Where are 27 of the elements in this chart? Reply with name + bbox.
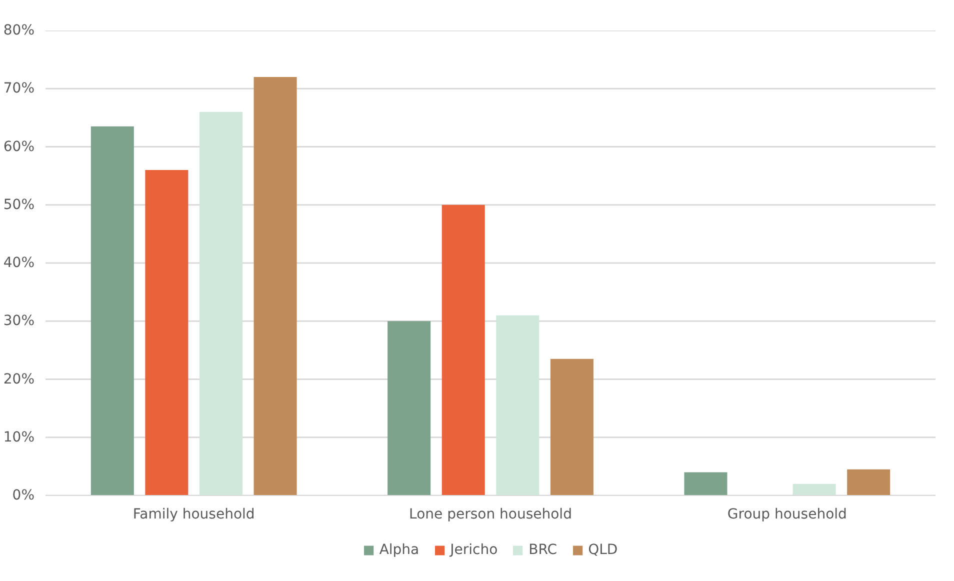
- y-tick-label: 30%: [3, 313, 35, 330]
- bar: [388, 321, 431, 496]
- bar: [254, 77, 297, 496]
- legend-label: Alpha: [379, 542, 420, 558]
- bar: [792, 484, 836, 496]
- legend-label: QLD: [588, 542, 618, 558]
- x-tick-label: Group household: [727, 506, 847, 522]
- y-tick-label: 70%: [3, 80, 35, 97]
- x-tick-label: Family household: [132, 506, 255, 522]
- bar: [684, 472, 728, 496]
- y-tick-label: 10%: [3, 429, 35, 446]
- bar: [496, 315, 540, 496]
- bar: [550, 358, 594, 496]
- bar: [90, 126, 134, 496]
- legend-label: Jericho: [450, 542, 498, 558]
- y-tick-label: 60%: [3, 138, 35, 155]
- y-tick-label: 80%: [3, 22, 35, 38]
- bar: [145, 170, 188, 496]
- bar: [847, 469, 890, 496]
- y-tick-label: 20%: [3, 371, 35, 388]
- x-tick-label: Lone person household: [409, 506, 572, 522]
- legend-label: BRC: [528, 542, 558, 558]
- y-tick-label: 0%: [12, 488, 35, 504]
- bar: [442, 204, 485, 496]
- bar: [199, 112, 242, 496]
- y-tick-label: 40%: [3, 255, 35, 271]
- y-tick-label: 50%: [3, 196, 35, 213]
